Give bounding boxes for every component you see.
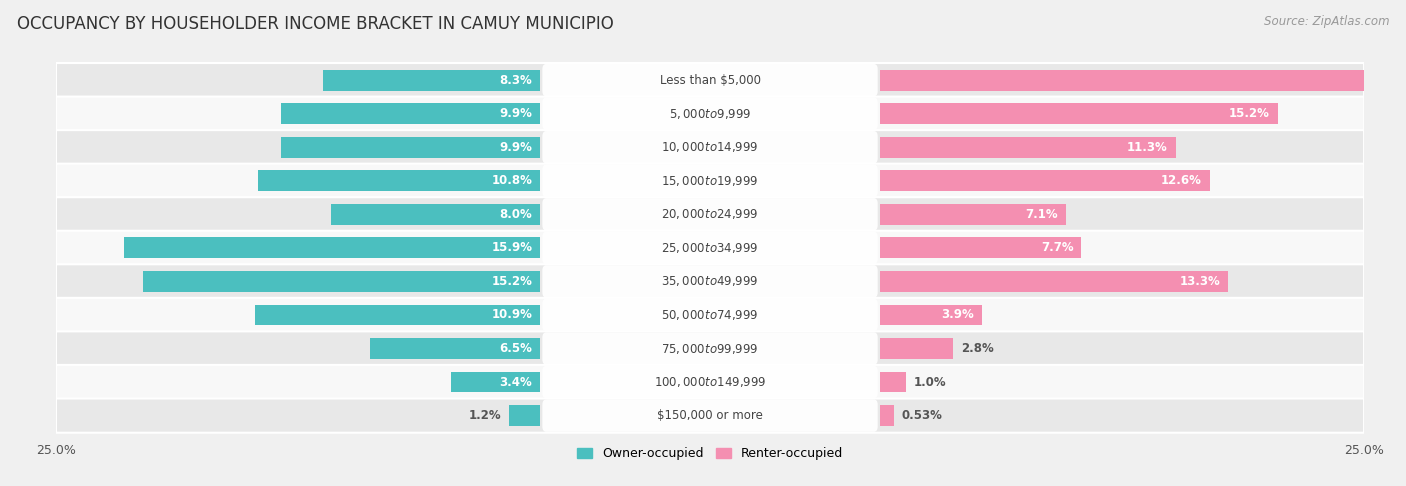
FancyBboxPatch shape bbox=[543, 198, 877, 230]
Bar bbox=[451, 372, 540, 393]
Text: 15.9%: 15.9% bbox=[491, 242, 533, 254]
Text: 10.9%: 10.9% bbox=[491, 309, 533, 321]
Text: 9.9%: 9.9% bbox=[499, 107, 533, 120]
Text: 3.9%: 3.9% bbox=[942, 309, 974, 321]
FancyBboxPatch shape bbox=[543, 399, 877, 432]
FancyBboxPatch shape bbox=[56, 298, 1364, 332]
FancyBboxPatch shape bbox=[56, 231, 1364, 265]
Legend: Owner-occupied, Renter-occupied: Owner-occupied, Renter-occupied bbox=[572, 442, 848, 465]
Text: $15,000 to $19,999: $15,000 to $19,999 bbox=[661, 174, 759, 188]
Text: 8.3%: 8.3% bbox=[499, 73, 533, 87]
Bar bbox=[880, 405, 894, 426]
Bar bbox=[281, 103, 540, 124]
Text: 1.0%: 1.0% bbox=[914, 376, 946, 388]
Bar bbox=[124, 238, 540, 258]
Text: 7.7%: 7.7% bbox=[1040, 242, 1074, 254]
Text: 12.6%: 12.6% bbox=[1161, 174, 1202, 187]
Bar bbox=[880, 69, 1406, 90]
Bar bbox=[880, 271, 1227, 292]
FancyBboxPatch shape bbox=[56, 399, 1364, 433]
FancyBboxPatch shape bbox=[543, 332, 877, 364]
FancyBboxPatch shape bbox=[56, 331, 1364, 365]
FancyBboxPatch shape bbox=[543, 131, 877, 163]
Text: 2.8%: 2.8% bbox=[962, 342, 994, 355]
Bar bbox=[142, 271, 540, 292]
Text: $5,000 to $9,999: $5,000 to $9,999 bbox=[669, 106, 751, 121]
FancyBboxPatch shape bbox=[56, 130, 1364, 164]
Bar bbox=[880, 103, 1278, 124]
Text: $35,000 to $49,999: $35,000 to $49,999 bbox=[661, 275, 759, 288]
Text: 10.8%: 10.8% bbox=[491, 174, 533, 187]
Text: $25,000 to $34,999: $25,000 to $34,999 bbox=[661, 241, 759, 255]
Bar bbox=[330, 204, 540, 225]
Bar bbox=[281, 137, 540, 157]
Text: $10,000 to $14,999: $10,000 to $14,999 bbox=[661, 140, 759, 154]
Text: 13.3%: 13.3% bbox=[1180, 275, 1220, 288]
Bar bbox=[880, 372, 907, 393]
FancyBboxPatch shape bbox=[56, 197, 1364, 231]
Text: 15.2%: 15.2% bbox=[1229, 107, 1270, 120]
Bar bbox=[880, 238, 1081, 258]
FancyBboxPatch shape bbox=[543, 265, 877, 297]
FancyBboxPatch shape bbox=[56, 365, 1364, 399]
Text: $150,000 or more: $150,000 or more bbox=[657, 409, 763, 422]
FancyBboxPatch shape bbox=[543, 232, 877, 264]
Bar bbox=[257, 171, 540, 191]
Bar bbox=[370, 338, 540, 359]
Text: $20,000 to $24,999: $20,000 to $24,999 bbox=[661, 208, 759, 221]
Text: 11.3%: 11.3% bbox=[1128, 141, 1167, 154]
FancyBboxPatch shape bbox=[543, 165, 877, 197]
FancyBboxPatch shape bbox=[56, 164, 1364, 198]
FancyBboxPatch shape bbox=[543, 299, 877, 331]
Bar bbox=[880, 171, 1209, 191]
Text: 7.1%: 7.1% bbox=[1025, 208, 1057, 221]
Bar bbox=[880, 204, 1066, 225]
Text: $50,000 to $74,999: $50,000 to $74,999 bbox=[661, 308, 759, 322]
Text: OCCUPANCY BY HOUSEHOLDER INCOME BRACKET IN CAMUY MUNICIPIO: OCCUPANCY BY HOUSEHOLDER INCOME BRACKET … bbox=[17, 15, 613, 33]
Text: $100,000 to $149,999: $100,000 to $149,999 bbox=[654, 375, 766, 389]
Text: 8.0%: 8.0% bbox=[499, 208, 533, 221]
FancyBboxPatch shape bbox=[56, 97, 1364, 131]
FancyBboxPatch shape bbox=[56, 264, 1364, 298]
Text: 9.9%: 9.9% bbox=[499, 141, 533, 154]
Text: 6.5%: 6.5% bbox=[499, 342, 533, 355]
Text: 15.2%: 15.2% bbox=[491, 275, 533, 288]
Text: Source: ZipAtlas.com: Source: ZipAtlas.com bbox=[1264, 15, 1389, 28]
FancyBboxPatch shape bbox=[543, 366, 877, 398]
Text: 1.2%: 1.2% bbox=[468, 409, 501, 422]
Bar bbox=[323, 69, 540, 90]
Bar bbox=[880, 338, 953, 359]
FancyBboxPatch shape bbox=[56, 63, 1364, 97]
Bar bbox=[880, 305, 981, 325]
Text: 0.53%: 0.53% bbox=[901, 409, 942, 422]
Text: 3.4%: 3.4% bbox=[499, 376, 533, 388]
Bar bbox=[509, 405, 540, 426]
FancyBboxPatch shape bbox=[543, 64, 877, 96]
Text: Less than $5,000: Less than $5,000 bbox=[659, 73, 761, 87]
FancyBboxPatch shape bbox=[543, 98, 877, 130]
Bar bbox=[880, 137, 1175, 157]
Bar bbox=[254, 305, 540, 325]
Text: $75,000 to $99,999: $75,000 to $99,999 bbox=[661, 342, 759, 355]
